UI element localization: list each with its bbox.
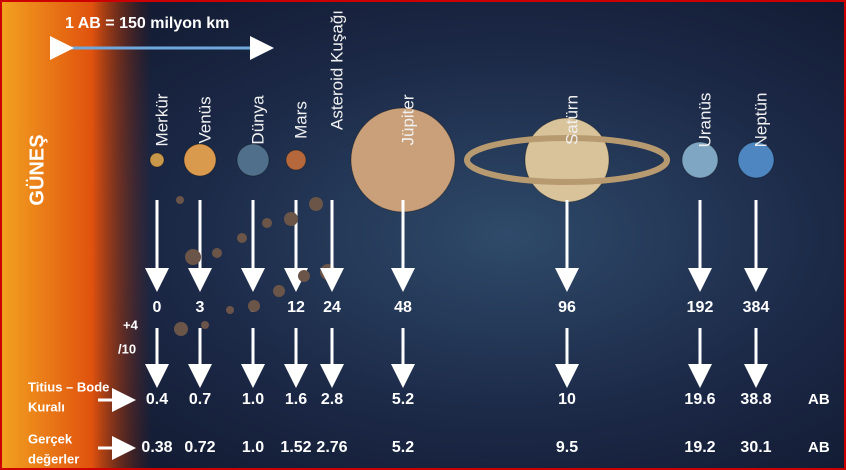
planet (149, 152, 165, 168)
base-value: 384 (743, 299, 770, 316)
planet-name: Merkür (152, 93, 171, 146)
asteroid (185, 249, 201, 265)
step-label: +4 (123, 317, 139, 332)
actual-value: 0.38 (141, 439, 172, 456)
planet (183, 143, 217, 177)
planet-name: Satürn (562, 95, 581, 145)
ring (464, 135, 670, 185)
actual-value: 1.0 (242, 439, 264, 456)
planet-name: Mars (291, 101, 310, 139)
asteroid (284, 212, 298, 226)
asteroid (320, 264, 336, 280)
planet (681, 141, 719, 179)
planet-name: Neptün (751, 93, 770, 148)
asteroid (237, 233, 247, 243)
actual-value: 30.1 (740, 439, 771, 456)
bode-value: 1.0 (242, 391, 264, 408)
asteroid (273, 285, 285, 297)
step-label: /10 (118, 341, 136, 356)
bode-value: 10 (558, 391, 576, 408)
base-value: 96 (558, 299, 576, 316)
bode-label: Kuralı (28, 399, 65, 414)
actual-value: 2.76 (316, 439, 347, 456)
actual-value: 9.5 (556, 439, 578, 456)
actual-label: değerler (28, 451, 79, 466)
planet (236, 143, 270, 177)
planet-name: Jüpiter (398, 94, 417, 145)
unit: AB (808, 439, 830, 456)
asteroid (176, 196, 184, 204)
bode-label: Titius – Bode (28, 379, 109, 394)
bode-value: 38.8 (740, 391, 771, 408)
bode-value: 0.4 (146, 391, 168, 408)
bode-value: 2.8 (321, 391, 343, 408)
base-value: 12 (287, 299, 305, 316)
base-value: 24 (323, 299, 341, 316)
asteroid (226, 306, 234, 314)
planet-name: Uranüs (695, 93, 714, 148)
asteroid (262, 218, 272, 228)
actual-value: 0.72 (184, 439, 215, 456)
asteroid (201, 321, 209, 329)
base-value: 192 (687, 299, 714, 316)
planet (737, 141, 775, 179)
sun (2, 2, 152, 468)
bode-value: 0.7 (189, 391, 211, 408)
base-value: 0 (153, 299, 162, 316)
asteroid (174, 322, 188, 336)
asteroid (248, 300, 260, 312)
planet (285, 149, 307, 171)
scale-note: 1 AB = 150 milyon km (65, 15, 229, 32)
actual-value: 19.2 (684, 439, 715, 456)
sun-label: GÜNEŞ (25, 134, 48, 205)
planet-name: Venüs (195, 96, 214, 143)
base-value: 3 (196, 299, 205, 316)
bode-value: 1.6 (285, 391, 307, 408)
asteroid (298, 270, 310, 282)
actual-value: 5.2 (392, 439, 414, 456)
actual-label: Gerçek (28, 431, 73, 446)
bode-value: 5.2 (392, 391, 414, 408)
planet-name: Asteroid Kuşağı (327, 10, 346, 130)
asteroid (212, 248, 222, 258)
asteroid (309, 197, 323, 211)
actual-value: 1.52 (280, 439, 311, 456)
planet-name: Dünya (248, 95, 267, 145)
base-value: 48 (394, 299, 412, 316)
bode-value: 19.6 (684, 391, 715, 408)
unit: AB (808, 391, 830, 408)
